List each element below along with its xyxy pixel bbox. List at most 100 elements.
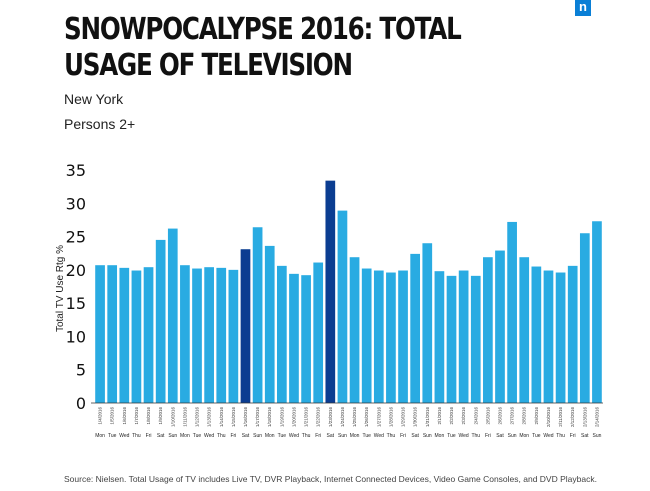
- bar: [592, 221, 602, 403]
- x-tick-day-label: Mon: [265, 433, 275, 439]
- nielsen-logo-icon: n: [575, 0, 591, 16]
- y-tick-label: 25: [66, 228, 86, 247]
- x-tick-day-label: Mon: [350, 433, 360, 439]
- x-tick-date-label: 1/21/2016: [304, 407, 309, 428]
- x-tick-day-label: Thu: [471, 433, 480, 439]
- bar: [386, 272, 396, 403]
- bar: [325, 180, 336, 403]
- x-tick-date-label: 2/7/2016: [510, 407, 515, 425]
- x-tick-day-label: Thu: [302, 433, 311, 439]
- x-tick-day-label: Fri: [315, 433, 321, 439]
- y-tick-label: 0: [76, 394, 86, 413]
- x-tick-day-label: Tue: [193, 433, 202, 439]
- x-tick-date-label: 1/31/2016: [425, 407, 430, 428]
- x-tick-day-label: Sun: [253, 433, 262, 439]
- x-tick-date-label: 2/10/2016: [546, 407, 551, 428]
- x-tick-date-label: 1/23/2016: [328, 407, 333, 428]
- demographic-label: Persons 2+: [64, 116, 136, 132]
- x-tick-day-label: Wed: [374, 433, 384, 439]
- x-tick-date-label: 1/22/2016: [316, 407, 321, 428]
- x-tick-day-label: Tue: [278, 433, 287, 439]
- bar: [277, 265, 287, 403]
- bar: [398, 270, 408, 403]
- bar: [495, 250, 505, 403]
- bar: [349, 257, 360, 403]
- x-tick-date-label: 2/4/2016: [473, 407, 478, 425]
- bar: [155, 239, 166, 403]
- bar: [107, 265, 118, 403]
- x-tick-day-label: Fri: [485, 433, 491, 439]
- bar: [313, 262, 324, 403]
- x-tick-day-label: Sun: [338, 433, 347, 439]
- x-tick-date-label: 1/24/2016: [340, 407, 345, 428]
- x-tick-date-label: 1/9/2016: [158, 407, 163, 425]
- bar: [458, 270, 469, 403]
- bar: [434, 271, 445, 403]
- x-tick-day-label: Sat: [157, 433, 165, 439]
- x-tick-date-label: 1/28/2016: [388, 407, 393, 428]
- bar: [579, 233, 590, 403]
- x-tick-date-label: 1/30/2016: [413, 407, 418, 428]
- x-tick-date-label: 2/5/2016: [485, 407, 490, 425]
- x-tick-date-label: 1/19/2016: [279, 407, 284, 428]
- x-tick-day-label: Wed: [459, 433, 469, 439]
- x-tick-date-label: 1/7/2016: [134, 407, 139, 425]
- y-tick-label: 20: [66, 261, 86, 280]
- bar: [519, 257, 530, 403]
- x-tick-date-label: 1/15/2016: [231, 407, 236, 428]
- x-tick-date-label: 1/5/2016: [110, 407, 115, 425]
- x-tick-date-label: 1/12/2016: [195, 407, 200, 428]
- bar: [543, 270, 554, 403]
- bar: [531, 266, 542, 403]
- bar: [167, 228, 178, 403]
- y-axis-label: Total TV Use Rtg %: [55, 245, 66, 332]
- x-tick-date-label: 2/8/2016: [522, 407, 527, 425]
- bar: [119, 267, 130, 403]
- x-tick-day-label: Thu: [556, 433, 565, 439]
- chart-title: SNOWPOCALYPSE 2016: TOTAL USAGE OF TELEV…: [64, 12, 462, 83]
- bar: [373, 270, 384, 403]
- x-tick-date-label: 2/11/2016: [558, 407, 563, 427]
- y-tick-label: 10: [66, 327, 86, 346]
- x-tick-date-label: 1/13/2016: [207, 407, 212, 428]
- x-tick-date-label: 2/14/2016: [594, 407, 599, 428]
- bar: [555, 272, 566, 403]
- bar: [301, 275, 311, 403]
- y-tick-label: 30: [66, 194, 86, 213]
- x-tick-day-label: Sat: [581, 433, 589, 439]
- x-tick-date-label: 2/6/2016: [497, 407, 502, 425]
- bar: [446, 275, 457, 403]
- bar: [228, 269, 239, 403]
- x-tick-day-label: Sat: [496, 433, 504, 439]
- x-tick-day-label: Mon: [95, 433, 105, 439]
- y-tick-label: 5: [76, 361, 86, 380]
- bar: [470, 275, 481, 403]
- x-tick-date-label: 1/18/2016: [267, 407, 272, 428]
- x-tick-date-label: 1/20/2016: [291, 407, 296, 428]
- market-label: New York: [64, 91, 124, 107]
- bar: [131, 270, 142, 403]
- bar: [507, 221, 517, 403]
- x-tick-day-label: Sat: [242, 433, 250, 439]
- x-tick-day-label: Mon: [180, 433, 190, 439]
- bar: [143, 267, 154, 403]
- y-tick-label: 35: [66, 161, 86, 180]
- x-tick-date-label: 1/14/2016: [219, 407, 224, 428]
- bar: [240, 249, 251, 403]
- x-tick-day-label: Sat: [327, 433, 335, 439]
- bar: [252, 227, 263, 403]
- bar: [361, 268, 372, 403]
- x-tick-day-label: Wed: [119, 433, 129, 439]
- x-tick-day-label: Thu: [217, 433, 226, 439]
- x-tick-day-label: Sun: [423, 433, 432, 439]
- x-tick-day-label: Mon: [435, 433, 445, 439]
- x-tick-day-label: Tue: [362, 433, 371, 439]
- x-tick-day-label: Sun: [168, 433, 177, 439]
- x-tick-date-label: 1/11/2016: [182, 407, 187, 427]
- x-tick-day-label: Thu: [387, 433, 396, 439]
- bar: [410, 253, 421, 403]
- bar: [422, 243, 433, 403]
- x-tick-day-label: Thu: [132, 433, 141, 439]
- bar: [337, 210, 348, 403]
